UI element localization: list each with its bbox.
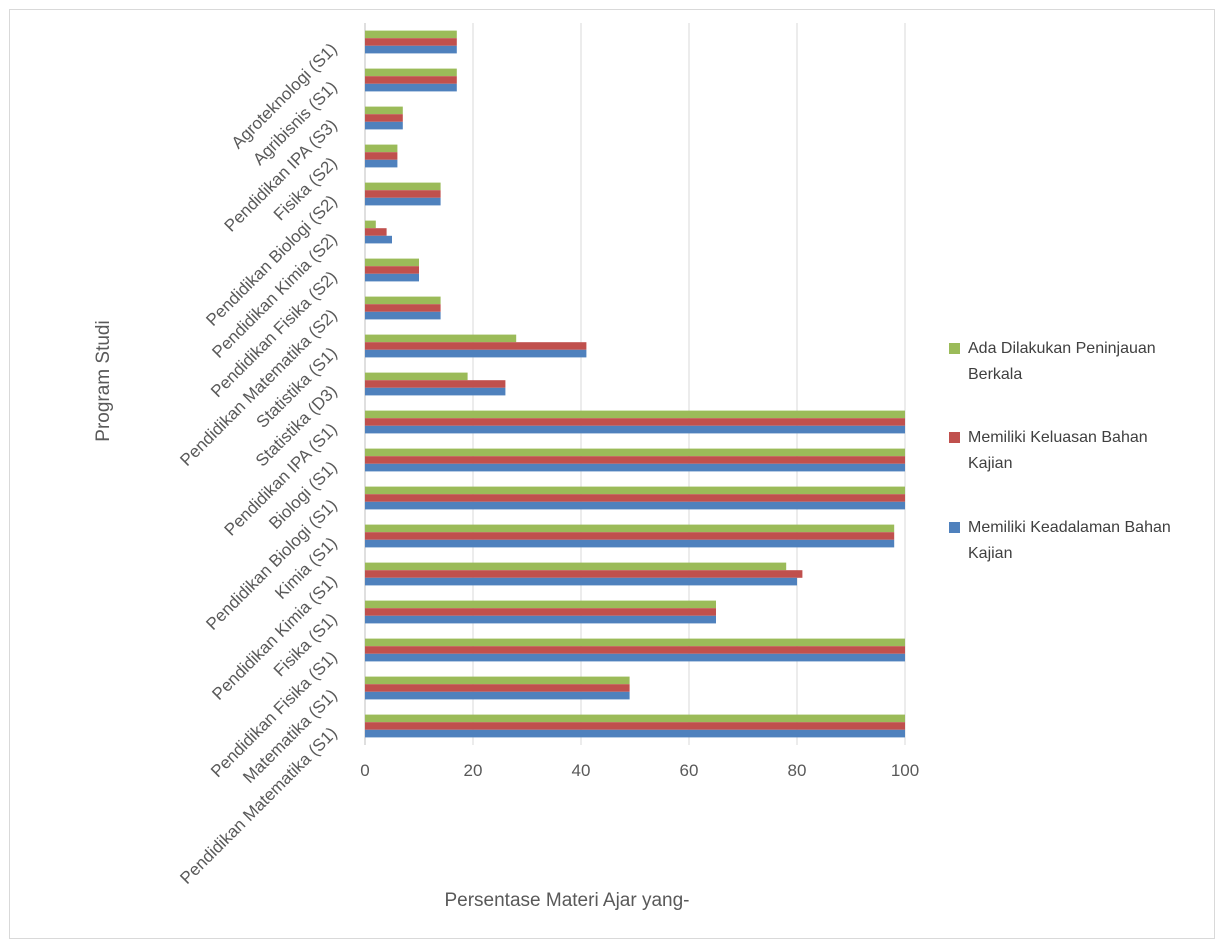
bar-1-18 (365, 676, 630, 685)
bar-1-9 (365, 334, 517, 343)
bar-3-14 (365, 539, 895, 548)
bar-2-12 (365, 456, 905, 464)
y-axis-title: Program Studi (93, 320, 114, 441)
bar-3-3 (365, 121, 403, 130)
bar-2-15 (365, 570, 803, 578)
bar-3-15 (365, 577, 797, 586)
x-axis-title: Persentase Materi Ajar yang- (444, 890, 689, 911)
bar-3-8 (365, 311, 441, 320)
legend-label-2-2: Kajian (968, 455, 1012, 472)
bar-1-17 (365, 638, 905, 647)
category-label-19: Pendidikan Matematika (S1) (176, 723, 340, 887)
bar-2-6 (365, 228, 387, 236)
legend-label-3-1: Memiliki Keadalaman Bahan (968, 519, 1171, 536)
bar-1-6 (365, 220, 376, 229)
bar-2-3 (365, 114, 403, 122)
bar-3-7 (365, 273, 419, 282)
bar-3-4 (365, 159, 398, 168)
bar-3-9 (365, 349, 587, 358)
x-tick-label-100: 100 (891, 761, 919, 780)
bar-1-12 (365, 448, 905, 457)
bar-1-2 (365, 68, 457, 77)
bar-1-11 (365, 410, 905, 419)
legend-label-3-2: Kajian (968, 545, 1012, 562)
bar-1-19 (365, 714, 905, 723)
x-tick-label-0: 0 (360, 761, 369, 780)
bar-1-3 (365, 106, 403, 115)
bar-2-7 (365, 266, 419, 274)
bar-2-9 (365, 342, 587, 350)
bar-2-10 (365, 380, 506, 388)
bar-2-1 (365, 38, 457, 46)
bar-3-5 (365, 197, 441, 206)
bar-1-4 (365, 144, 398, 153)
bar-2-11 (365, 418, 905, 426)
bar-1-1 (365, 30, 457, 39)
bar-1-8 (365, 296, 441, 305)
bar-1-16 (365, 600, 716, 609)
legend-swatch-2 (949, 432, 960, 443)
bar-3-19 (365, 729, 905, 738)
x-tick-label-40: 40 (572, 761, 591, 780)
bar-2-16 (365, 608, 716, 616)
bar-3-11 (365, 425, 905, 434)
bar-3-1 (365, 45, 457, 54)
x-tick-label-20: 20 (464, 761, 483, 780)
x-tick-label-80: 80 (788, 761, 807, 780)
bar-1-5 (365, 182, 441, 191)
bar-2-5 (365, 190, 441, 198)
bar-2-14 (365, 532, 895, 540)
bar-1-10 (365, 372, 468, 381)
bar-2-4 (365, 152, 398, 160)
bar-3-16 (365, 615, 716, 624)
bar-3-18 (365, 691, 630, 700)
bar-2-8 (365, 304, 441, 312)
x-tick-label-60: 60 (680, 761, 699, 780)
bar-2-18 (365, 684, 630, 692)
legend-label-2-1: Memiliki Keluasan Bahan (968, 429, 1148, 446)
bar-1-14 (365, 524, 895, 533)
legend-swatch-1 (949, 343, 960, 354)
bar-2-19 (365, 722, 905, 730)
bar-2-2 (365, 76, 457, 84)
bar-2-13 (365, 494, 905, 502)
bar-3-2 (365, 83, 457, 92)
legend-label-1-1: Ada Dilakukan Peninjauan (968, 340, 1156, 357)
bar-3-13 (365, 501, 905, 510)
chart-frame (9, 9, 1215, 939)
bar-3-10 (365, 387, 506, 396)
bar-1-15 (365, 562, 787, 571)
bar-3-6 (365, 235, 392, 244)
bar-2-17 (365, 646, 905, 654)
bar-1-13 (365, 486, 905, 495)
legend-label-1-2: Berkala (968, 366, 1022, 383)
bar-1-7 (365, 258, 419, 267)
bar-3-12 (365, 463, 905, 472)
bar-3-17 (365, 653, 905, 662)
legend-swatch-3 (949, 522, 960, 533)
